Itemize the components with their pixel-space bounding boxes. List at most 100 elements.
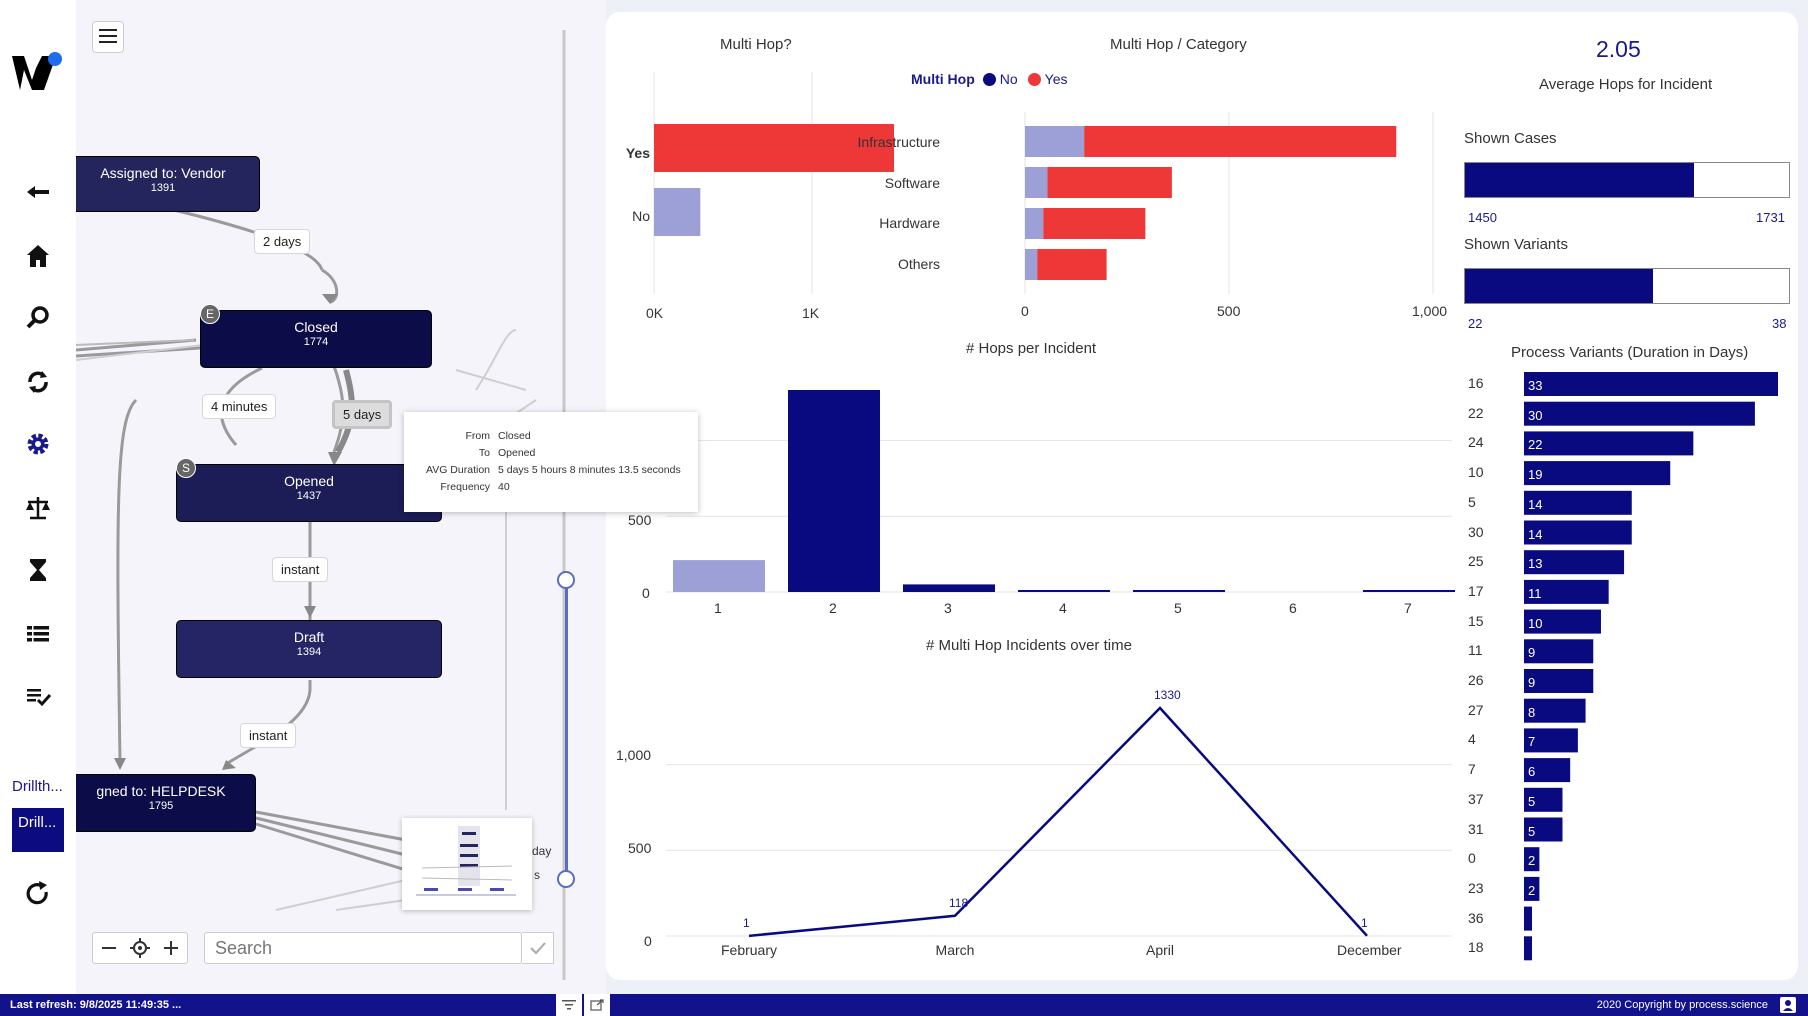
category-bar-no-hardware — [1025, 208, 1044, 239]
zoom-slider-track[interactable] — [565, 580, 568, 880]
category-bar-yes-software — [1047, 167, 1172, 198]
left-nav: Drillth... Drill... — [0, 0, 76, 994]
category-xtick-1: 500 — [1217, 303, 1241, 319]
zoom-slider-handle-top[interactable] — [557, 571, 575, 589]
variant-label-0: 0 — [1468, 850, 1476, 867]
chart-title-hops: # Hops per Incident — [966, 340, 1097, 357]
node-opened[interactable]: Opened 1437 — [176, 464, 442, 522]
variant-bar-30 — [1524, 520, 1632, 545]
chart-title-category: Multi Hop / Category — [1110, 36, 1247, 53]
chart-title-over-time: # Multi Hop Incidents over time — [926, 637, 1132, 654]
time-ytick-0: 0 — [644, 933, 652, 949]
target-icon — [129, 938, 150, 958]
time-data-label-3: 1 — [1361, 915, 1368, 930]
category-bar-yes-hardware — [1043, 208, 1146, 239]
category-label-others: Others — [897, 256, 940, 272]
drill-button[interactable]: Drill... — [12, 806, 64, 852]
footer-share-button[interactable] — [584, 994, 610, 1016]
hops-bar-5 — [1133, 590, 1225, 592]
category-xtick-2: 1,000 — [1412, 303, 1448, 319]
zoom-out-button[interactable] — [93, 933, 124, 963]
end-badge: E — [200, 304, 220, 324]
time-ytick-2: 1,000 — [616, 747, 652, 763]
edge-label-instant-2[interactable]: instant — [240, 723, 297, 748]
hourglass-icon[interactable] — [18, 550, 58, 590]
edge-label-instant-1[interactable]: instant — [272, 557, 329, 582]
minimap-edge-text: day — [532, 844, 552, 858]
center-button[interactable] — [124, 933, 155, 963]
gear-icon[interactable] — [18, 424, 58, 464]
variant-value-22: 30 — [1528, 407, 1543, 423]
app-logo — [10, 50, 66, 96]
user-icon[interactable] — [1780, 997, 1796, 1013]
category-bar-no-infrastructure — [1025, 126, 1085, 157]
map-search-input[interactable] — [204, 932, 522, 964]
zoom-slider-handle-bottom[interactable] — [557, 870, 575, 888]
hamburger-menu-button[interactable] — [92, 21, 124, 53]
multihop-cat-no: No — [632, 208, 650, 224]
node-label: Closed — [294, 319, 338, 335]
hops-ytick-1: 500 — [628, 512, 652, 528]
scale-icon[interactable] — [18, 488, 58, 528]
variant-bar-18 — [1524, 936, 1532, 961]
variant-bar-7 — [1524, 758, 1571, 783]
variant-label-37: 37 — [1468, 790, 1484, 807]
footer-filter-button[interactable] — [556, 994, 582, 1016]
table-icon[interactable] — [18, 614, 58, 654]
export-icon — [590, 999, 604, 1011]
shown-cases-title: Shown Cases — [1464, 130, 1557, 147]
search-icon[interactable] — [18, 298, 58, 338]
edge-label-4-minutes[interactable]: 4 minutes — [202, 394, 277, 419]
variant-label-26: 26 — [1468, 672, 1484, 688]
edge-label-5-days[interactable]: 5 days — [332, 400, 393, 429]
minimap-edge-text-2: s — [534, 868, 540, 882]
node-draft[interactable]: Draft 1394 — [176, 620, 442, 678]
reload-icon[interactable] — [18, 874, 58, 914]
legend-no-label[interactable]: No — [999, 71, 1018, 87]
edge-label-2-days[interactable]: 2 days — [254, 229, 311, 254]
variant-label-22: 22 — [1468, 404, 1484, 421]
variant-label-25: 25 — [1468, 553, 1484, 570]
filter-icon — [562, 1000, 576, 1010]
variant-label-27: 27 — [1468, 701, 1484, 718]
variant-bar-10 — [1524, 461, 1671, 486]
category-bar-yes-others — [1037, 249, 1107, 280]
variant-value-31: 5 — [1528, 823, 1536, 839]
tooltip-key: Frequency — [440, 481, 490, 493]
checklist-icon[interactable] — [18, 676, 58, 716]
variant-bar-37 — [1524, 787, 1563, 812]
legend-yes-label[interactable]: Yes — [1044, 71, 1068, 87]
shown-variants-title: Shown Variants — [1464, 236, 1568, 253]
kpi-value: 2.05 — [1596, 36, 1641, 62]
variant-bar-24 — [1524, 431, 1694, 456]
tooltip-value: 40 — [498, 481, 510, 493]
minimap[interactable]: day s — [402, 818, 551, 910]
node-assigned-helpdesk[interactable]: gned to: HELPDESK 1795 — [76, 774, 256, 832]
tooltip-key: To — [478, 447, 490, 459]
time-data-label-1: 118 — [949, 895, 969, 910]
variant-value-5: 14 — [1528, 496, 1543, 512]
hops-xtick-5: 5 — [1174, 600, 1182, 616]
refresh-cycle-icon[interactable] — [18, 362, 58, 402]
back-arrow-icon[interactable] — [18, 172, 58, 212]
node-count: 1437 — [296, 490, 322, 502]
multihop-cat-yes: Yes — [625, 145, 650, 161]
copyright: 2020 Copyright by process.science — [1596, 999, 1768, 1011]
variant-value-30: 14 — [1528, 526, 1543, 542]
shown-cases-fill — [1465, 163, 1695, 197]
start-badge: S — [176, 458, 196, 478]
variant-bar-23 — [1524, 876, 1540, 901]
charts-canvas — [653, 72, 1778, 961]
node-closed[interactable]: Closed 1774 — [200, 310, 432, 368]
legend-yes-dot — [1027, 72, 1041, 86]
variant-value-0: 2 — [1528, 853, 1536, 869]
node-assigned-vendor[interactable]: Assigned to: Vendor 1391 — [76, 156, 260, 212]
shown-variants-min: 22 — [1468, 316, 1483, 331]
dashboard-panel: Multi Hop? Yes No 0K 1K Multi Hop / Cate… — [606, 12, 1798, 980]
search-confirm-button[interactable] — [522, 932, 554, 964]
variant-label-10: 10 — [1468, 464, 1484, 481]
hops-ytick-0: 0 — [642, 585, 650, 601]
zoom-in-button[interactable] — [156, 933, 187, 963]
home-icon[interactable] — [18, 236, 58, 276]
tooltip-value: Opened — [498, 447, 536, 459]
